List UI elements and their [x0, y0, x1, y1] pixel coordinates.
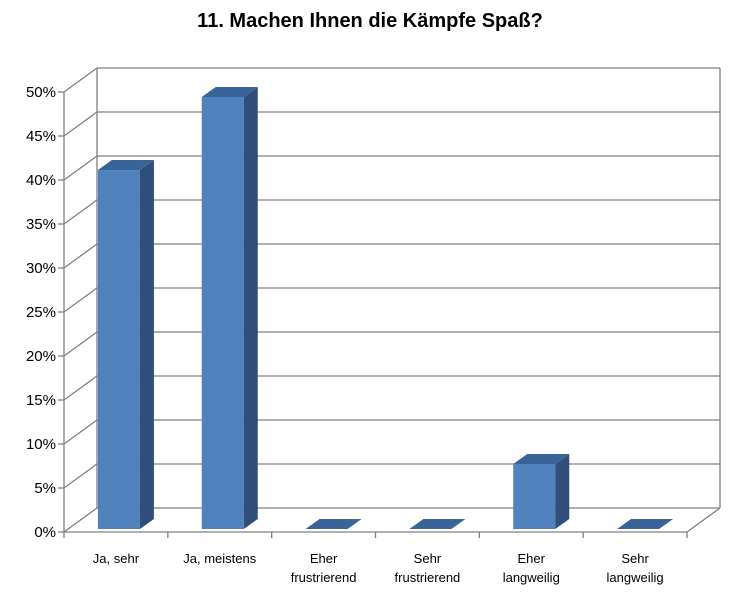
- bar: [97, 160, 154, 530]
- floor-right-edge: [686, 507, 721, 533]
- category-label: Ja, meistens: [183, 551, 256, 566]
- bar-top: [97, 160, 154, 171]
- category-label: Ja, sehr: [93, 551, 140, 566]
- bar: [409, 519, 466, 529]
- category-labels: Ja, sehr Ja, meistens Eher frustrierendSehr…: [93, 551, 664, 585]
- bar-front: [97, 170, 140, 530]
- y-tick-label: 10%: [26, 436, 56, 453]
- category-label-line: Sehr: [414, 551, 442, 566]
- y-tick-label: 15%: [26, 392, 56, 409]
- gridline-diagonal: [63, 287, 98, 313]
- category-label: Sehr langweilig: [607, 551, 664, 585]
- gridline-diagonal: [63, 419, 98, 445]
- bar-front: [201, 97, 244, 529]
- gridline-diagonal: [63, 243, 98, 269]
- y-tick-label: 0%: [34, 524, 56, 541]
- y-tick-label: 40%: [26, 172, 56, 189]
- gridline-diagonal: [63, 67, 98, 93]
- gridline-diagonal: [63, 331, 98, 357]
- bar-top: [305, 519, 362, 529]
- y-tick-label: 25%: [26, 304, 56, 321]
- x-axis: [63, 507, 721, 538]
- y-tick-label: 30%: [26, 260, 56, 277]
- y-tick-label: 5%: [34, 480, 56, 497]
- gridlines: [63, 67, 721, 533]
- category-label-line: Ja, sehr: [93, 551, 140, 566]
- gridline-diagonal: [63, 111, 98, 137]
- category-label-line: langweilig: [503, 570, 560, 585]
- bar-top: [617, 519, 674, 529]
- y-tick-label: 20%: [26, 348, 56, 365]
- gridline-diagonal: [63, 155, 98, 181]
- category-label-line: langweilig: [607, 570, 664, 585]
- y-tick-label: 45%: [26, 128, 56, 145]
- gridline-diagonal: [63, 375, 98, 401]
- bar: [305, 519, 362, 529]
- bar: [201, 87, 258, 529]
- category-label-line: frustrierend: [395, 570, 461, 585]
- gridline-diagonal: [63, 507, 98, 533]
- bar-top: [513, 453, 570, 464]
- category-label: Eher frustrierend: [291, 551, 357, 585]
- category-label: Sehr frustrierend: [395, 551, 461, 585]
- y-tick-label: 35%: [26, 216, 56, 233]
- y-tick-label: 50%: [26, 84, 56, 101]
- category-label-line: Eher: [310, 551, 338, 566]
- gridline-diagonal: [63, 463, 98, 489]
- bar: [617, 519, 674, 529]
- bar: [513, 453, 570, 529]
- bar-side: [139, 160, 154, 530]
- category-label-line: frustrierend: [291, 570, 357, 585]
- chart-title: 11. Machen Ihnen die Kämpfe Spaß?: [197, 10, 543, 32]
- bar-top: [201, 87, 258, 97]
- y-axis: 0% 5% 10% 15% 20% 25% 30% 35% 40% 45% 50%: [26, 84, 65, 541]
- category-label-line: Ja, meistens: [183, 551, 256, 566]
- bars: [97, 87, 674, 530]
- category-label: Eher langweilig: [503, 551, 560, 585]
- category-label-line: Eher: [518, 551, 546, 566]
- bar-side: [555, 453, 570, 529]
- bar-front: [513, 463, 556, 529]
- bar-side: [243, 87, 258, 529]
- category-label-line: Sehr: [621, 551, 649, 566]
- gridline-diagonal: [63, 199, 98, 225]
- bar-top: [409, 519, 466, 529]
